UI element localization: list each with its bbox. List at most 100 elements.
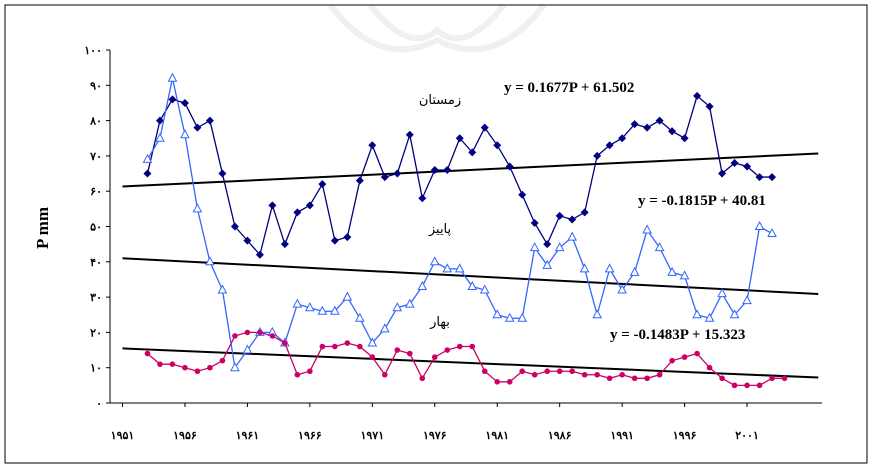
trend-line-spring (122, 347, 819, 379)
series-line-autumn (146, 78, 773, 370)
data-point-winter (143, 169, 152, 178)
data-point-winter (180, 98, 189, 107)
data-point-spring (369, 354, 376, 360)
x-tick-label: ۱۹۸۶ (548, 430, 572, 442)
y-tick-label: ۸۰ (89, 116, 102, 128)
data-point-autumn (592, 309, 602, 319)
data-point-winter (268, 201, 277, 210)
data-point-spring (431, 354, 438, 360)
data-point-autumn (654, 242, 665, 252)
data-point-spring (506, 379, 513, 385)
data-point-autumn (155, 132, 165, 142)
y-tick-label: ۹۰ (90, 80, 102, 92)
data-point-spring (269, 333, 276, 339)
data-point-spring (644, 375, 650, 382)
data-point-winter (555, 211, 564, 220)
data-point-winter (680, 134, 689, 143)
data-point-winter (243, 236, 252, 245)
data-point-autumn (742, 295, 752, 305)
data-point-spring (556, 368, 563, 375)
data-point-spring (681, 354, 688, 360)
data-point-spring (469, 343, 476, 350)
data-point-autumn (642, 224, 652, 234)
data-point-autumn (142, 153, 153, 163)
y-tick-label: ۱۰۰ (84, 45, 102, 57)
data-point-winter (318, 180, 327, 189)
data-point-autumn (230, 362, 240, 372)
y-ticks: ۰ ۱۰ ۲۰ ۳۰ ۴۰ ۵۰ ۶۰ ۷۰ ۸۰ ۹۰ ۱۰۰ (84, 45, 110, 410)
data-series (142, 72, 788, 389)
data-point-spring (319, 343, 326, 350)
data-point-spring (606, 375, 613, 382)
x-tick-label: ۱۹۷۱ (360, 430, 384, 442)
data-point-spring (394, 347, 401, 353)
data-point-winter (505, 162, 514, 171)
data-point-winter (280, 240, 289, 249)
data-point-spring (294, 371, 301, 378)
data-point-spring (531, 371, 538, 378)
x-tick-label: ۱۹۹۱ (610, 430, 634, 442)
data-point-autumn (429, 256, 440, 266)
data-point-winter (493, 141, 502, 150)
data-point-spring (656, 371, 663, 378)
data-point-autumn (554, 242, 565, 252)
data-point-autumn (517, 312, 528, 322)
data-point-spring (344, 340, 351, 346)
trend-line-winter (122, 152, 819, 188)
data-point-winter (530, 218, 539, 227)
data-point-winter (343, 233, 352, 242)
data-point-spring (456, 343, 463, 350)
data-point-autumn (217, 284, 228, 294)
data-point-autumn (392, 302, 403, 312)
data-point-winter (730, 158, 739, 167)
data-point-winter (568, 215, 577, 224)
data-point-autumn (479, 284, 490, 294)
data-point-winter (393, 169, 402, 178)
data-point-spring (619, 371, 625, 378)
data-point-spring (169, 361, 176, 367)
data-point-winter (668, 127, 677, 136)
data-point-winter (518, 190, 527, 199)
data-point-winter (368, 141, 377, 150)
data-point-winter (255, 250, 264, 259)
y-tick-label: ۱۰ (90, 363, 102, 375)
series-line-spring (147, 331, 785, 387)
data-point-spring (494, 379, 501, 385)
y-tick-label: ۵۰ (90, 222, 102, 234)
data-point-winter (418, 194, 427, 203)
data-point-spring (207, 364, 213, 371)
data-point-winter (430, 166, 439, 175)
data-point-autumn (617, 284, 627, 294)
data-point-spring (719, 375, 725, 382)
data-point-autumn (192, 203, 203, 213)
y-axis-label: P mm (33, 207, 52, 249)
data-point-autumn (404, 298, 415, 308)
data-point-winter (593, 151, 602, 160)
data-point-autumn (342, 291, 353, 301)
data-point-winter (605, 141, 614, 150)
data-point-spring (406, 350, 413, 357)
data-point-spring (756, 382, 763, 389)
data-point-spring (307, 368, 313, 375)
data-point-winter (643, 123, 652, 132)
series-line-winter (146, 94, 773, 257)
data-point-autumn (629, 266, 640, 276)
x-ticks: ۱۹۵۱ ۱۹۵۶ ۱۹۶۱ ۱۹۶۶ ۱۹۷۱ ۱۹۷۶ ۱۹۸۱ ۱۹۸۶ ۱۹۹۱ ۱۹۹۶… (111, 403, 759, 442)
series-label-spring: بهار (429, 315, 450, 330)
data-point-winter (655, 116, 664, 125)
data-point-autumn (167, 72, 178, 82)
data-point-autumn (467, 280, 478, 291)
data-point-winter (155, 116, 164, 125)
data-point-autumn (330, 305, 340, 315)
data-point-spring (194, 368, 201, 375)
y-tick-label: ۳۰ (90, 292, 102, 304)
x-tick-label: ۱۹۹۶ (673, 430, 697, 442)
data-point-winter (618, 134, 627, 143)
data-point-spring (282, 340, 288, 346)
data-point-autumn (529, 242, 540, 252)
data-point-autumn (604, 263, 615, 273)
data-point-spring (544, 368, 550, 375)
data-point-autumn (454, 263, 465, 273)
data-point-spring (569, 368, 575, 375)
